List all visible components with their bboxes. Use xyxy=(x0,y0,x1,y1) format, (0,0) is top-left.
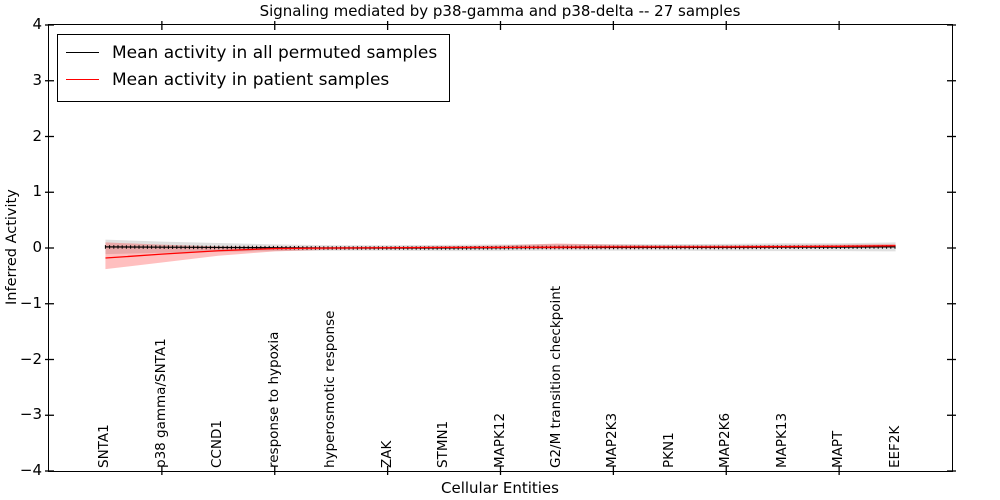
chart-svg xyxy=(45,21,956,475)
x-entity-label: MAP2K3 xyxy=(604,412,621,468)
x-entity-label: MAP2K6 xyxy=(717,412,734,468)
y-tick-label: 4 xyxy=(32,15,42,33)
y-tick-label: −3 xyxy=(19,405,42,424)
legend-item-patient: Mean activity in patient samples xyxy=(66,66,439,93)
y-tick-label: −4 xyxy=(19,461,42,479)
y-tick-label: 0 xyxy=(32,238,42,256)
x-entity-label: CCND1 xyxy=(209,420,226,468)
x-entity-label: G2/M transition checkpoint xyxy=(547,285,564,468)
y-tick-label: 3 xyxy=(32,70,42,89)
x-entity-label: ZAK xyxy=(378,440,395,468)
x-entity-label: MAPK13 xyxy=(773,412,790,468)
legend: Mean activity in all permuted samples Me… xyxy=(57,34,450,102)
y-tick-label: 1 xyxy=(32,182,42,201)
y-tick-label: 2 xyxy=(32,126,42,145)
x-entity-label: response to hypoxia xyxy=(265,331,282,468)
x-entity-label: p38 gamma/SNTA1 xyxy=(152,338,169,468)
permuted-line-sample-icon xyxy=(66,52,99,53)
y-tick-label: −1 xyxy=(19,293,42,312)
legend-label-permuted: Mean activity in all permuted samples xyxy=(112,42,438,63)
x-entity-label: EEF2K xyxy=(886,425,903,468)
x-entity-label: MAPK12 xyxy=(491,412,508,468)
patient-line-sample-icon xyxy=(66,79,99,80)
y-tick-label: −2 xyxy=(19,349,42,368)
x-axis-label: Cellular Entities xyxy=(441,479,559,497)
x-entity-label: STMN1 xyxy=(435,420,452,468)
legend-item-permuted: Mean activity in all permuted samples xyxy=(66,39,439,66)
x-entity-label: PKN1 xyxy=(660,432,677,468)
patient-mean-line xyxy=(105,245,896,259)
x-entity-label: MAPT xyxy=(830,430,847,468)
chart-title: Signaling mediated by p38-gamma and p38-… xyxy=(259,2,741,20)
x-entity-label: hyperosmotic response xyxy=(322,310,339,468)
x-entity-label: SNTA1 xyxy=(96,424,113,468)
legend-label-patient: Mean activity in patient samples xyxy=(112,69,390,90)
